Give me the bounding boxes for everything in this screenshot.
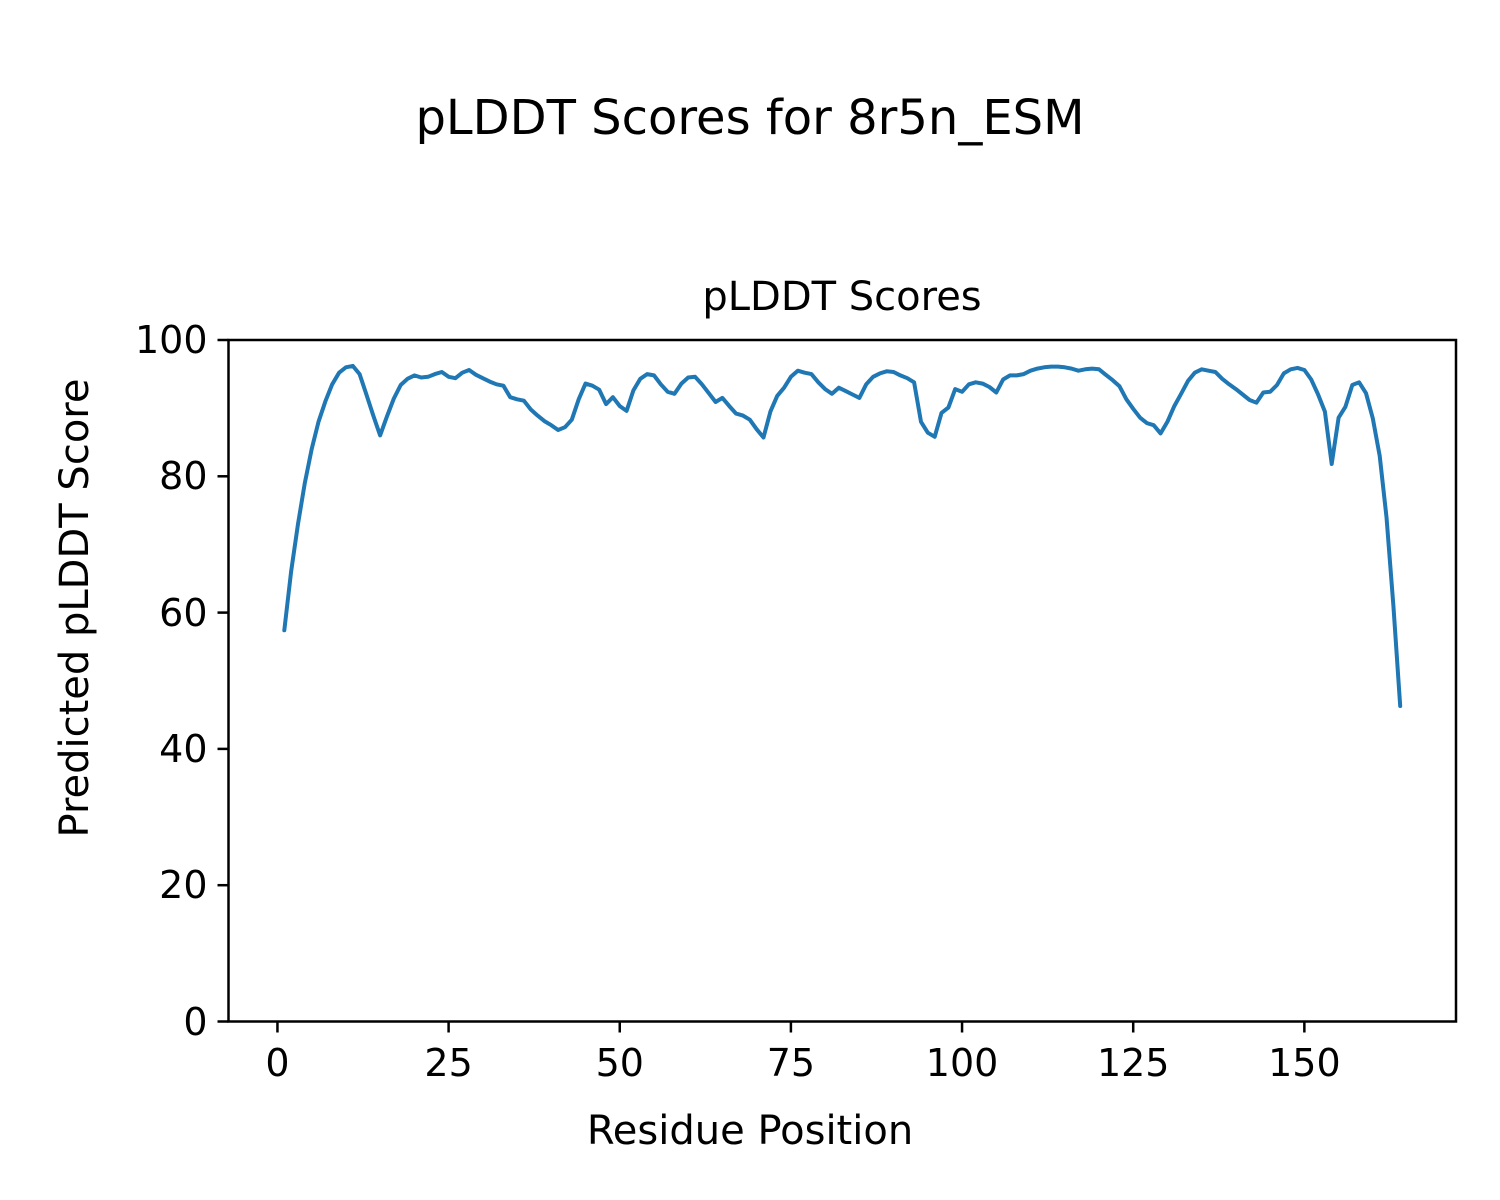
tick-marks xyxy=(217,338,1306,1033)
y-tick-label: 20 xyxy=(159,863,208,908)
x-tick-label: 0 xyxy=(265,1040,290,1085)
axes-frame xyxy=(227,338,1458,1023)
x-tick-label: 25 xyxy=(424,1040,473,1085)
data-line xyxy=(282,363,1403,708)
axes-title: pLDDT Scores xyxy=(702,274,982,320)
figure-title: pLDDT Scores for 8r5n_ESM xyxy=(415,90,1085,146)
x-tick-label: 50 xyxy=(595,1040,644,1085)
x-tick-label: 100 xyxy=(925,1040,999,1085)
x-axis-label: Residue Position xyxy=(586,1108,914,1154)
y-tick-label: 80 xyxy=(159,454,208,499)
x-tick-label: 150 xyxy=(1268,1040,1341,1085)
y-tick-label: 100 xyxy=(134,318,208,362)
x-tick-label: 125 xyxy=(1096,1040,1170,1085)
y-tick-label: 40 xyxy=(159,726,208,771)
y-tick-label: 60 xyxy=(159,590,208,635)
x-tick-label: 75 xyxy=(766,1040,816,1085)
y-tick-label: 0 xyxy=(183,999,208,1044)
